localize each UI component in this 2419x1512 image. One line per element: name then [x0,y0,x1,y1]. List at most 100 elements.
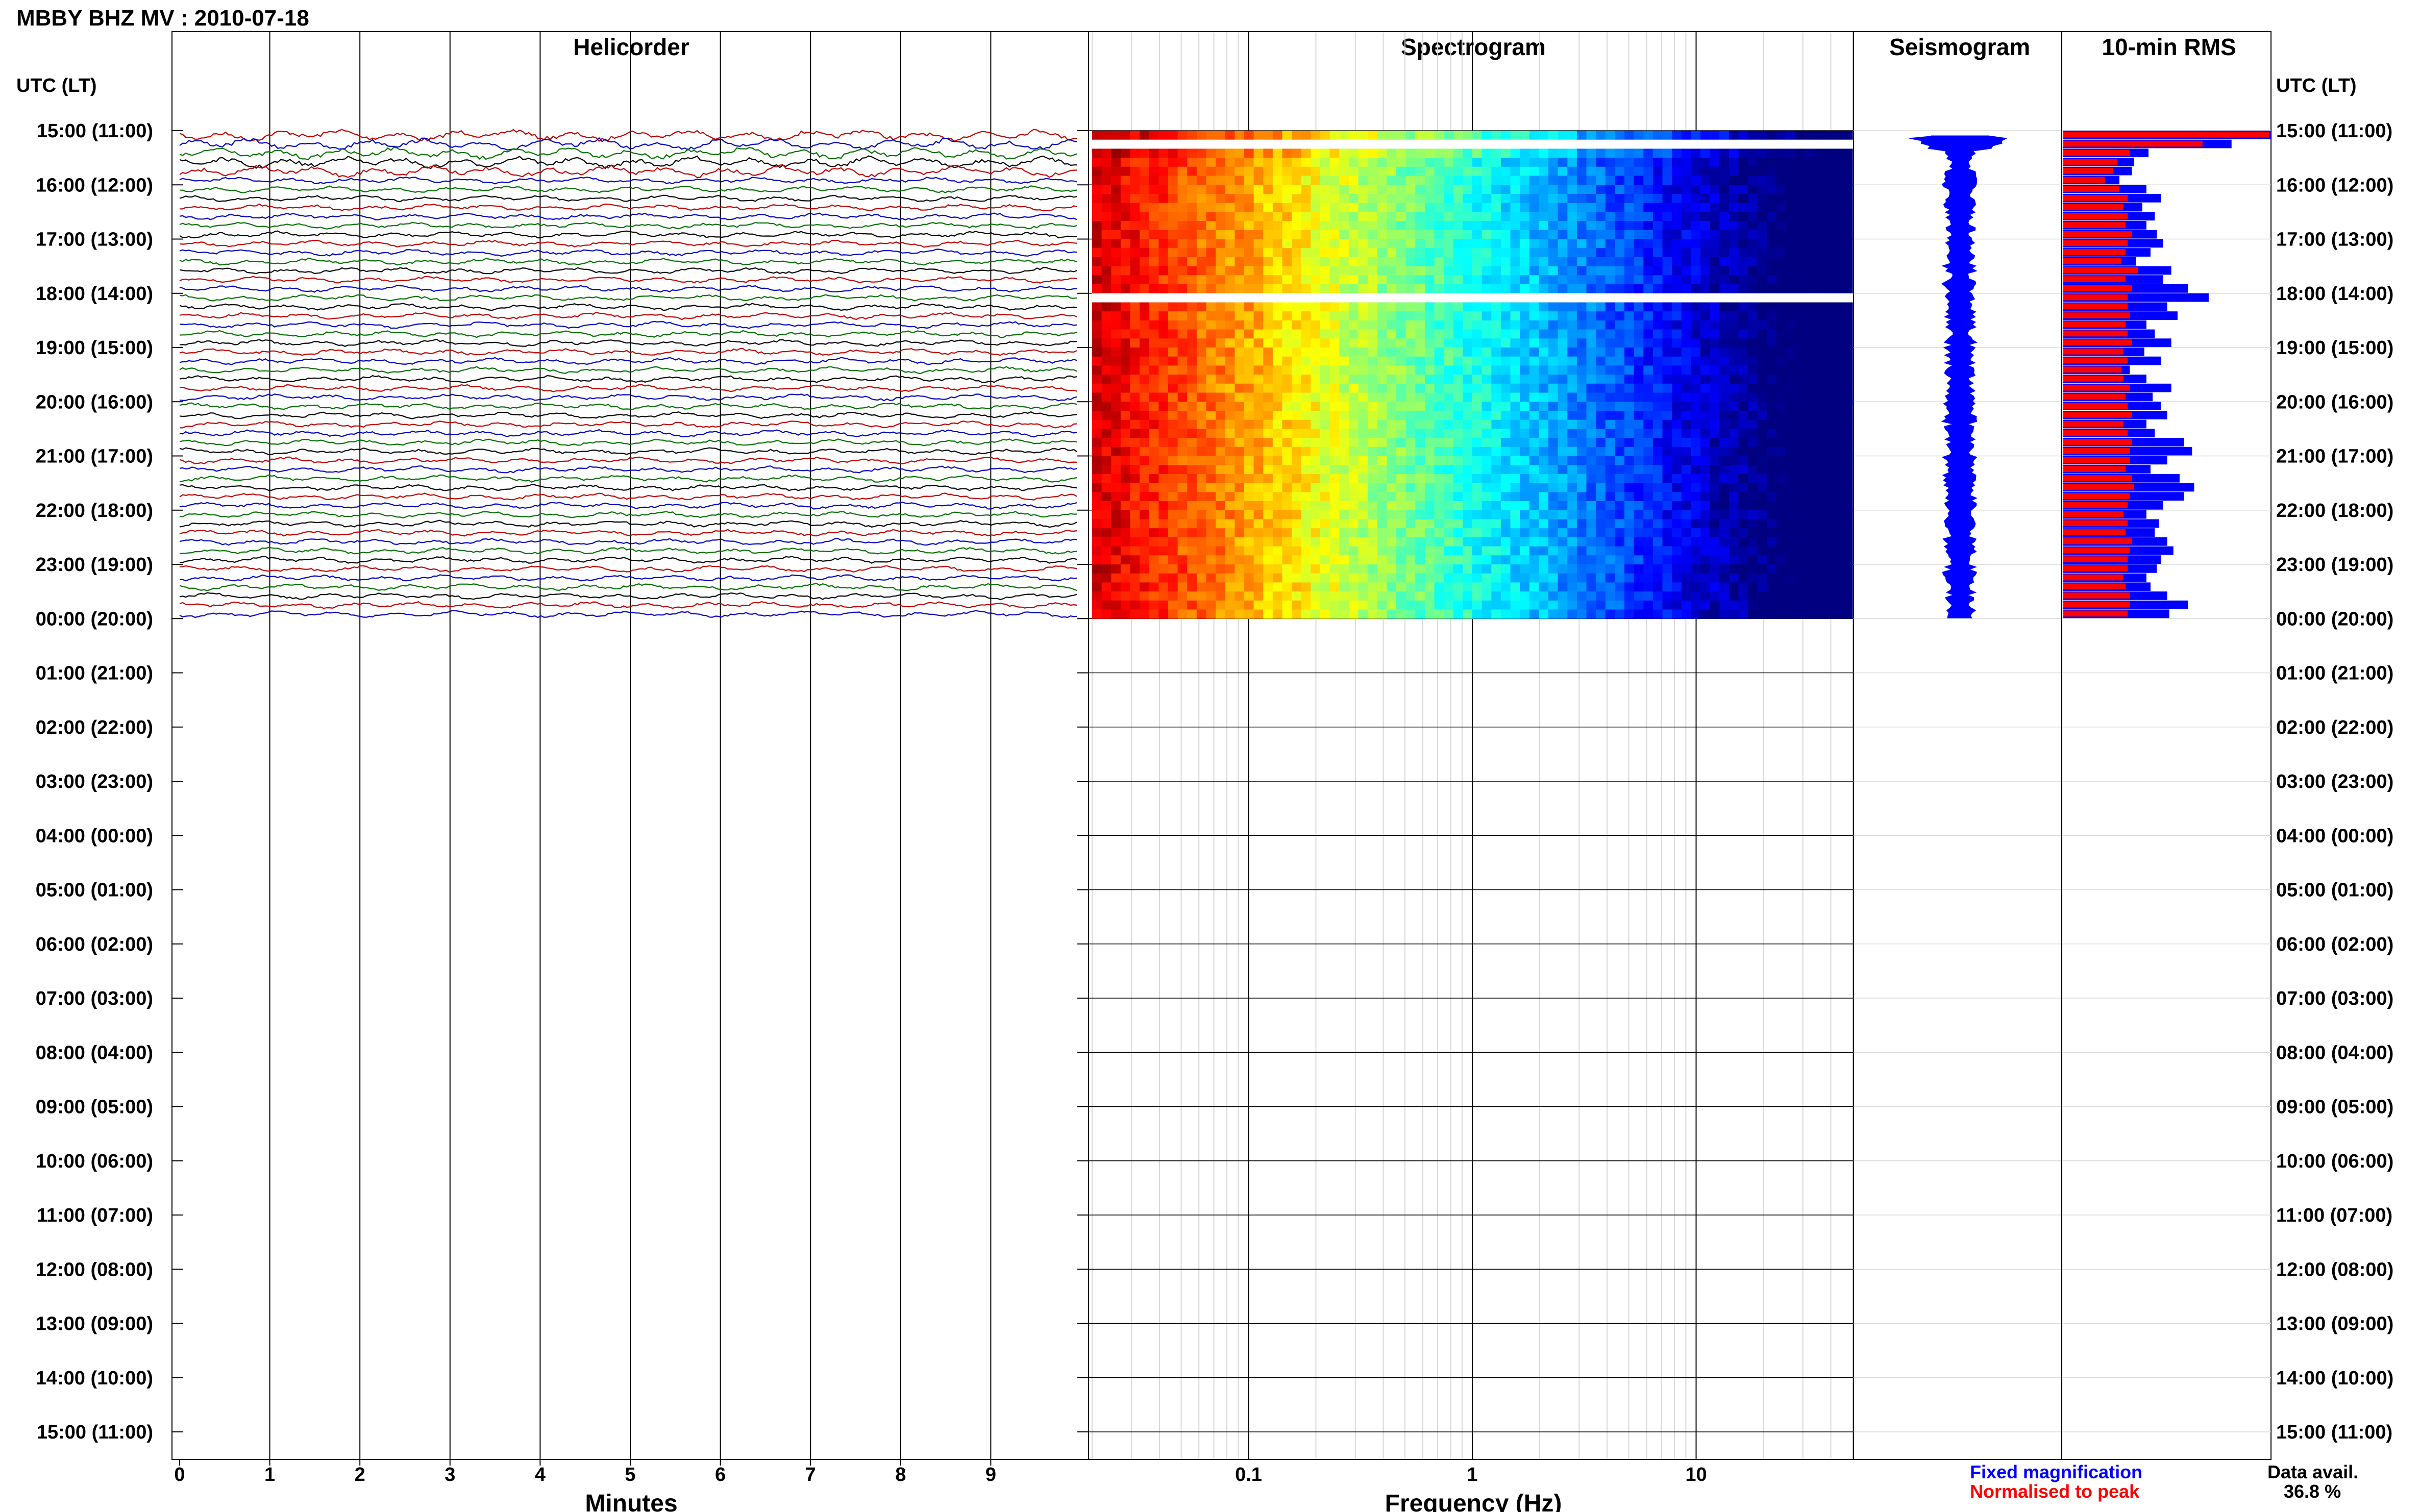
spectrogram-cell [1558,465,1568,475]
spectrogram-cell [1596,392,1606,402]
spectrogram-cell [1263,555,1273,565]
spectrogram-cell [1643,546,1653,556]
spectrogram-cell [1292,582,1302,592]
spectrogram-cell [1168,257,1178,266]
spectrogram-cell [1576,212,1587,221]
spectrogram-cell [1377,329,1387,339]
spectrogram-cell [1624,402,1635,411]
spectrogram-cell [1757,185,1767,194]
spectrogram-cell [1320,609,1330,619]
spectrogram-cell [1453,528,1463,538]
hour-label-right: 19:00 (15:00) [2276,337,2393,359]
spectrogram-cell [1301,131,1311,140]
spectrogram-cell [1158,419,1169,429]
spectrogram-cell [1738,239,1748,249]
spectrogram-cell [1824,609,1834,619]
spectrogram-cell [1377,320,1387,330]
spectrogram-cell [1824,348,1834,357]
spectrogram-cell [1434,248,1444,258]
spectrogram-cell [1424,348,1435,357]
spectrogram-cell [1652,438,1663,448]
spectrogram-cell [1368,492,1378,502]
spectrogram-cell [1738,275,1748,285]
spectrogram-cell [1216,284,1226,294]
spectrogram-cell [1729,555,1739,565]
spectrogram-cell [1615,447,1625,456]
spectrogram-cell [1757,429,1767,438]
spectrogram-cell [1405,185,1416,194]
spectrogram-cell [1092,194,1102,204]
spectrogram-cell [1415,582,1425,592]
spectrogram-cell [1833,447,1843,456]
spectrogram-cell [1576,266,1587,276]
spectrogram-cell [1814,365,1824,375]
spectrogram-cell [1320,492,1330,502]
hour-label-left: 05:00 (01:00) [36,880,153,901]
spectrogram-cell [1244,591,1254,601]
spectrogram-cell [1244,194,1254,204]
spectrogram-cell [1482,329,1492,339]
spectrogram-cell [1434,474,1444,483]
spectrogram-cell [1786,609,1796,619]
spectrogram-cell [1757,356,1767,366]
spectrogram-cell [1814,338,1824,348]
spectrogram-cell [1805,139,1815,149]
spectrogram-cell [1149,429,1159,438]
spectrogram-cell [1358,429,1368,438]
spectrogram-cell [1405,212,1416,221]
spectrogram-cell [1833,411,1843,420]
spectrogram-cell [1292,266,1302,276]
spectrogram-cell [1292,139,1302,149]
spectrogram-cell [1767,383,1777,393]
spectrogram-cell [1140,176,1150,185]
spectrogram-cell [1643,600,1653,610]
spectrogram-cell [1292,383,1302,393]
spectrogram-cell [1500,438,1511,448]
spectrogram-cell [1672,537,1682,547]
spectrogram-cell [1158,158,1169,167]
spectrogram-cell [1216,474,1226,483]
spectrogram-cell [1652,600,1663,610]
spectrogram-cell [1158,528,1169,538]
spectrogram-cell [1548,239,1559,249]
helicorder-x-tick-label: 9 [985,1464,996,1485]
spectrogram-cell [1634,166,1644,176]
spectrogram-cell [1177,411,1188,420]
spectrogram-title: Spectrogram [1401,34,1546,60]
spectrogram-cell [1339,600,1349,610]
spectrogram-cell [1196,510,1207,519]
spectrogram-cell [1805,383,1815,393]
spectrogram-cell [1776,239,1787,249]
spectrogram-cell [1225,239,1235,249]
spectrogram-cell [1396,365,1406,375]
spectrogram-cell [1206,348,1216,357]
spectrogram-cell [1652,284,1663,294]
spectrogram-cell [1263,546,1273,556]
spectrogram-cell [1729,148,1739,158]
spectrogram-cell [1738,203,1748,212]
spectrogram-cell [1092,356,1102,366]
spectrogram-cell [1358,465,1368,475]
spectrogram-cell [1329,148,1340,158]
spectrogram-cell [1168,573,1178,583]
spectrogram-cell [1700,438,1711,448]
spectrogram-cell [1206,356,1216,366]
spectrogram-cell [1424,447,1435,456]
spectrogram-cell [1206,302,1216,312]
spectrogram-cell [1272,212,1283,221]
spectrogram-cell [1500,320,1511,330]
spectrogram-cell [1757,573,1767,583]
spectrogram-cell [1377,609,1387,619]
spectrogram-cell [1757,284,1767,294]
spectrogram-cell [1311,203,1321,212]
spectrogram-cell [1396,492,1406,502]
spectrogram-cell [1605,447,1615,456]
spectrogram-cell [1282,492,1292,502]
spectrogram-cell [1206,148,1216,158]
spectrogram-cell [1662,203,1672,212]
spectrogram-cell [1463,131,1473,140]
spectrogram-cell [1444,248,1454,258]
spectrogram-cell [1329,248,1340,258]
spectrogram-cell [1748,302,1758,312]
spectrogram-cell [1472,519,1483,529]
